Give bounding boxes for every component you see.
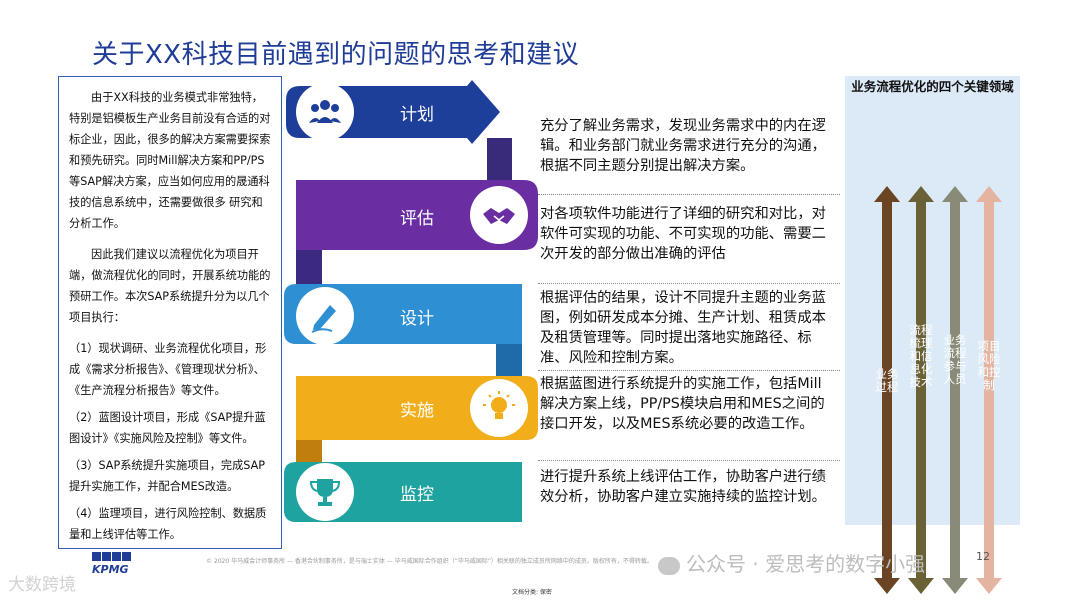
- divider: [538, 460, 840, 461]
- double-arrow-icon: [874, 186, 900, 594]
- pen-icon: [296, 287, 354, 345]
- area-arrow-2: 流程梳理和信息化技术: [908, 186, 934, 594]
- paragraph-intro: 由于XX科技的业务模式非常独特，特别是铝模板生产业务目前没有合适的对标企业，因此…: [69, 91, 271, 230]
- area-label-4: 项目风险和控制: [977, 339, 1001, 392]
- desc-plan: 充分了解业务需求，发现业务需求中的内在逻辑。和业务部门就业务需求进行充分的沟通，…: [540, 118, 826, 174]
- key-areas-heading: 业务流程优化的四个关键领域: [851, 79, 1014, 94]
- double-arrow-icon: [976, 186, 1002, 594]
- divider: [538, 283, 840, 284]
- paragraph-item-1: （1）现状调研、业务流程优化项目，形成《需求分析报告》、《管理现状分析》、《生产…: [69, 342, 267, 397]
- paragraph-item-4: （4）监理项目，进行风险控制、数据质量和上线评估等工作。: [69, 507, 267, 541]
- step-assess: 评估: [282, 180, 538, 250]
- kpmg-logo: KPMG: [92, 552, 131, 576]
- watermark-left: 大数跨境: [8, 575, 76, 595]
- step-assess-label: 评估: [400, 209, 434, 229]
- brand-name: KPMG: [92, 563, 129, 576]
- double-arrow-icon: [908, 186, 934, 594]
- wechat-icon: [658, 556, 680, 575]
- page-title: 关于XX科技目前遇到的问题的思考和建议: [92, 40, 580, 70]
- process-ribbon: 计划 评估 设计 实施: [282, 76, 542, 546]
- step-design: 设计: [282, 284, 522, 345]
- copyright-note: © 2020 毕马威会计师事务所 — 香港合伙制事务所，是与瑞士实体 — 毕马威…: [206, 558, 653, 565]
- step-plan-label: 计划: [400, 105, 434, 125]
- paragraph-recommendation: 因此我们建议以流程优化为项目开端，做流程优化的同时，开展系统功能的预研工作。本次…: [69, 248, 271, 324]
- area-arrow-1: 业务过程: [874, 186, 900, 594]
- step-monitor: 监控: [282, 462, 522, 522]
- left-text-panel: 由于XX科技的业务模式非常独特，特别是铝模板生产业务目前没有合适的对标企业，因此…: [58, 76, 282, 549]
- double-arrow-icon: [942, 186, 968, 594]
- divider: [538, 370, 840, 371]
- desc-assess: 对各项软件功能进行了详细的研究和对比，对软件可实现的功能、不可实现的功能、需要二…: [540, 206, 826, 262]
- watermark-right-text: 公众号 · 爱思考的数字小强: [686, 552, 926, 576]
- desc-implement: 根据蓝图进行系统提升的实施工作，包括Mill解决方案上线，PP/PS模块启用和M…: [540, 376, 825, 432]
- lightbulb-icon: [470, 379, 528, 437]
- step-plan: 计划: [282, 83, 502, 141]
- handshake-icon: [470, 186, 528, 244]
- area-arrow-3: 业务流程参与人员: [942, 186, 968, 594]
- desc-design: 根据评估的结果，设计不同提升主题的业务蓝图，例如研发成本分摊、生产计划、租赁成本…: [540, 290, 826, 366]
- area-arrow-4: 项目风险和控制: [976, 186, 1002, 594]
- trophy-icon: [296, 463, 354, 521]
- step-monitor-label: 监控: [400, 485, 434, 505]
- area-label-2: 流程梳理和信息化技术: [909, 323, 933, 389]
- step-implement-label: 实施: [400, 401, 434, 421]
- area-label-3: 业务流程参与人员: [943, 333, 967, 386]
- team-icon: [296, 83, 354, 141]
- page-number: 12: [976, 550, 990, 563]
- area-label-1: 业务过程: [875, 367, 899, 394]
- divider: [538, 194, 840, 195]
- document-classification: 文档分类: 保密: [512, 589, 552, 596]
- step-design-label: 设计: [400, 309, 434, 329]
- paragraph-item-2: （2）蓝图设计项目，形成《SAP提升蓝图设计》《实施风险及控制》等文件。: [69, 411, 266, 445]
- watermark-right: 公众号 · 爱思考的数字小强: [658, 548, 925, 577]
- step-implement: 实施: [282, 376, 538, 440]
- paragraph-item-3: （3）SAP系统提升实施项目，完成SAP提升实施工作，并配合MES改造。: [69, 459, 265, 493]
- key-areas-panel: 业务流程优化的四个关键领域 业务过程 流程梳理和信息化技术 业务流程参与人员 项…: [845, 76, 1020, 594]
- desc-monitor: 进行提升系统上线评估工作，协助客户进行绩效分析，协助客户建立实施持续的监控计划。: [540, 469, 826, 505]
